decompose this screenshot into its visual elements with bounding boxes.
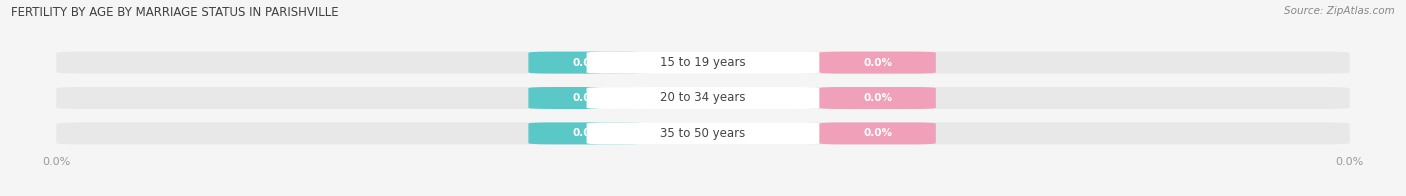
Text: 20 to 34 years: 20 to 34 years xyxy=(661,92,745,104)
Text: 15 to 19 years: 15 to 19 years xyxy=(661,56,745,69)
Text: 35 to 50 years: 35 to 50 years xyxy=(661,127,745,140)
FancyBboxPatch shape xyxy=(529,87,645,109)
Legend: Married, Unmarried: Married, Unmarried xyxy=(623,193,783,196)
Text: 0.0%: 0.0% xyxy=(572,93,602,103)
Text: 0.0%: 0.0% xyxy=(863,128,893,138)
Text: 0.0%: 0.0% xyxy=(863,93,893,103)
Text: 0.0%: 0.0% xyxy=(863,58,893,68)
FancyBboxPatch shape xyxy=(529,52,645,74)
Text: 0.0%: 0.0% xyxy=(572,128,602,138)
FancyBboxPatch shape xyxy=(586,52,820,74)
FancyBboxPatch shape xyxy=(586,122,820,144)
FancyBboxPatch shape xyxy=(529,122,645,144)
FancyBboxPatch shape xyxy=(56,87,1350,109)
Text: 0.0%: 0.0% xyxy=(572,58,602,68)
FancyBboxPatch shape xyxy=(820,122,936,144)
FancyBboxPatch shape xyxy=(820,87,936,109)
Text: FERTILITY BY AGE BY MARRIAGE STATUS IN PARISHVILLE: FERTILITY BY AGE BY MARRIAGE STATUS IN P… xyxy=(11,6,339,19)
FancyBboxPatch shape xyxy=(820,52,936,74)
FancyBboxPatch shape xyxy=(56,122,1350,144)
FancyBboxPatch shape xyxy=(56,52,1350,74)
Text: Source: ZipAtlas.com: Source: ZipAtlas.com xyxy=(1284,6,1395,16)
FancyBboxPatch shape xyxy=(586,87,820,109)
